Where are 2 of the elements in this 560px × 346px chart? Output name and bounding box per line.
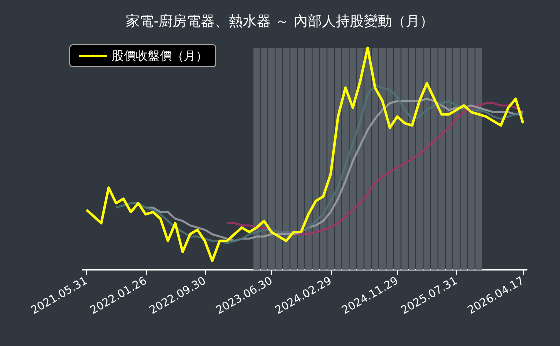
chart-title: 家電-廚房電器、熱水器 ～ 內部人持股變動（月）	[126, 14, 434, 30]
legend-label: 股價收盤價（月）	[112, 49, 208, 63]
